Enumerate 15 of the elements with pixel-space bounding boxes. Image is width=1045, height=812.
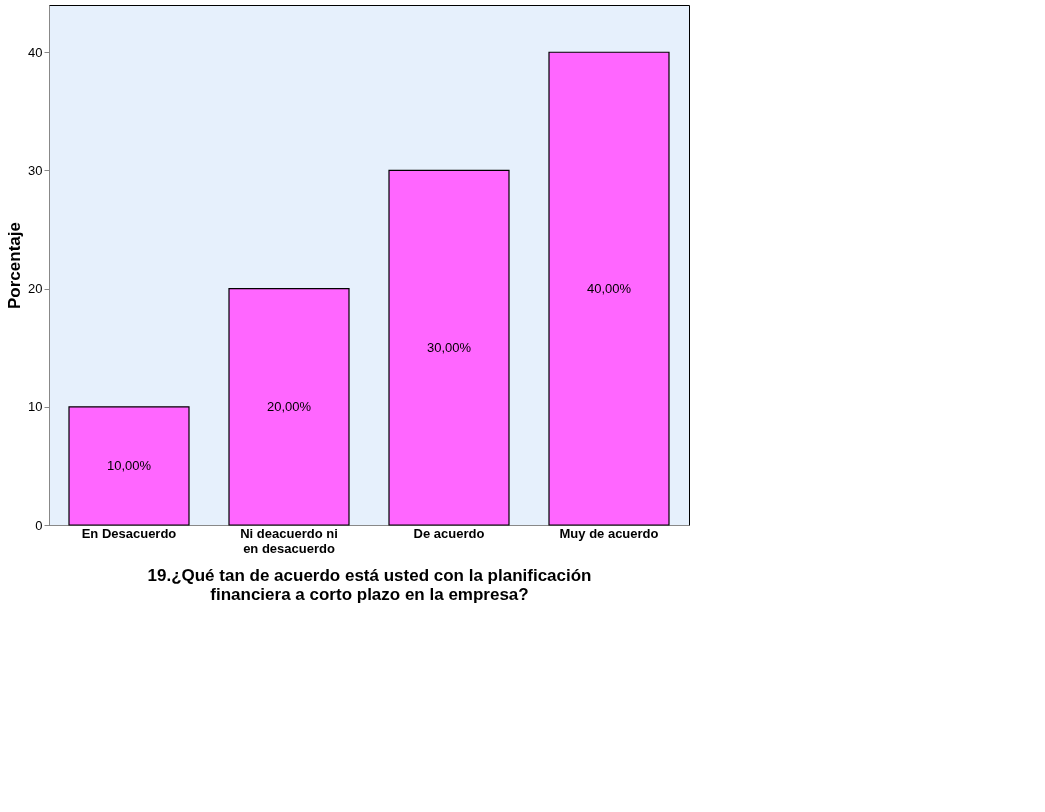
y-tick-label: 10	[28, 399, 43, 415]
x-axis-title: 19.¿Qué tan de acuerdo está usted con la planificación financiera a corto plazo en la empresa?	[147, 565, 592, 604]
x-tick-label: En Desacuerdo	[81, 525, 177, 541]
x-tick-label: De acuerdo	[413, 525, 485, 541]
y-tick-label: 30	[28, 162, 43, 178]
data-label: 20,00%	[266, 398, 312, 414]
x-tick-label: Ni deacuerdo ni en desacuerdo	[240, 525, 338, 556]
y-axis-title: Porcentaje	[5, 222, 25, 309]
y-tick-label: 20	[28, 281, 43, 297]
data-label: 40,00%	[586, 280, 632, 296]
data-label: 10,00%	[106, 457, 152, 473]
x-tick-label: Muy de acuerdo	[559, 525, 659, 541]
y-tick-label: 40	[28, 44, 43, 60]
data-label: 30,00%	[426, 339, 472, 355]
y-tick-label: 0	[35, 517, 43, 533]
